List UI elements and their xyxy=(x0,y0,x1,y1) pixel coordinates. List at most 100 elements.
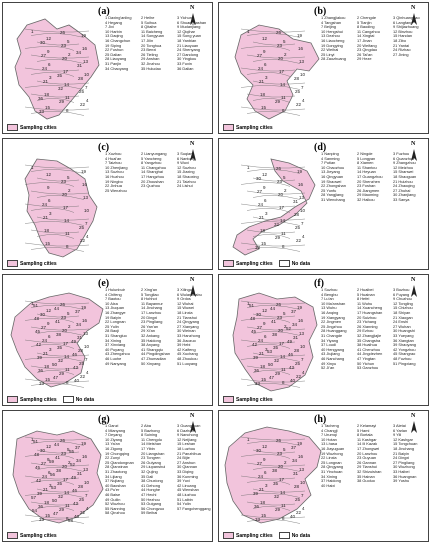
city-number-label: 28 xyxy=(294,212,300,217)
city-list-item: 9 Ordos xyxy=(177,297,191,302)
city-list-item: 25 Wenzhou xyxy=(105,188,127,193)
city-number-label: 1 xyxy=(247,29,250,34)
city-number-label: 4 xyxy=(302,98,305,103)
city-boundary xyxy=(246,305,301,310)
city-list-item: 6 Wulanchabu xyxy=(177,292,202,297)
city-list-item: 53 Ganzhou xyxy=(357,366,379,371)
city-number-label: 26 xyxy=(276,166,282,171)
city-list-item: 2 Lianyungang xyxy=(141,152,167,156)
city-boundary xyxy=(30,519,85,524)
city-list-item: 16 Qingyuan xyxy=(321,174,344,179)
city-list-item: 19 Chongqing xyxy=(105,451,130,456)
city-list-item: 49 Guilin xyxy=(105,497,121,502)
city-number-label: 21 xyxy=(43,79,49,84)
city-list-item: 32 Jinzhou xyxy=(141,61,160,66)
city-list-item: 3 Fuzhou xyxy=(393,152,410,156)
city-number-label: 23 xyxy=(277,43,283,48)
city-list-row: 7 Urumqi 8 Bortala 9 Yili xyxy=(321,433,428,438)
city-number-label: 24 xyxy=(42,338,48,343)
city-boundary xyxy=(30,247,85,252)
city-number-label: 47 xyxy=(53,375,59,380)
city-list-item: 43 Pu'er xyxy=(105,488,120,493)
city-number-label: 32 xyxy=(274,494,280,499)
north-label: N xyxy=(411,277,416,283)
city-list-item: 47 Zhumadian xyxy=(141,356,166,361)
city-number-label: 18 xyxy=(44,228,50,233)
city-list-item: 50 Yichun xyxy=(357,361,375,366)
city-number-label: 8 xyxy=(282,380,285,385)
province-outline xyxy=(24,158,98,258)
city-boundary xyxy=(252,331,301,336)
city-list-item: 47 Yingtan xyxy=(357,356,376,361)
map-panel-2: (b) N 1 2 3 4 5 6 7 8 9 10 11 12 13 14 15 16 17 18 19 20 21 22 2… xyxy=(218,2,429,134)
legend-text: Sampling cities xyxy=(20,260,57,267)
city-number-label: 18 xyxy=(44,500,50,505)
city-list-item: 35 Huludao xyxy=(141,66,161,71)
city-number-label: 34 xyxy=(292,322,298,327)
city-list-item: 19 Baiyin xyxy=(105,315,122,320)
city-number-label: 30 xyxy=(256,176,262,181)
city-number-label: 17 xyxy=(279,341,285,346)
city-number-label: 15 xyxy=(261,513,267,518)
city-list-item: 23 Qingdao xyxy=(357,48,378,53)
city-list-item: 17 Jinan xyxy=(357,38,372,43)
city-number-label: 38 xyxy=(272,468,278,473)
city-list-item: 17 Hangzhou xyxy=(141,174,165,179)
city-list-row: 13 Jieyang 14 Heyuan 15 Shanwei xyxy=(321,170,428,175)
city-number-label: 40 xyxy=(290,514,296,519)
city-boundary xyxy=(246,501,296,506)
city-list-item: 15 Leshan xyxy=(177,442,196,447)
city-boundary xyxy=(240,67,296,72)
legend-item: Sampling cities xyxy=(223,532,273,539)
city-list-row: 46 Nanchang 47 Yingtan 48 Fuzhou xyxy=(321,356,428,362)
city-list-item: 26 Guiyang xyxy=(141,460,161,465)
city-number-label: 23 xyxy=(277,315,283,320)
city-list-item: 28 Liaoyang xyxy=(105,57,127,62)
city-list-item: 18 Shaoxing xyxy=(177,174,199,179)
city-number-label: 53 xyxy=(267,349,273,354)
city-list-item: 22 Zhongshan xyxy=(321,184,346,189)
city-number-label: 52 xyxy=(70,462,76,467)
city-list-item: 25 Longnan xyxy=(321,460,342,465)
city-list-item: 9 Zhangzhou xyxy=(393,161,416,166)
legend-text: No data xyxy=(291,532,311,539)
city-number-label: 34 xyxy=(76,50,82,55)
city-number-label: 7 xyxy=(301,493,304,498)
city-number-label: 44 xyxy=(54,442,60,447)
city-number-label: 15 xyxy=(45,105,51,110)
city-boundary xyxy=(30,54,90,59)
city-number-label: 8 xyxy=(66,108,69,113)
city-boundary xyxy=(24,106,90,111)
city-boundary xyxy=(252,352,306,357)
north-label: N xyxy=(411,413,416,419)
city-number-label: 16 xyxy=(82,46,88,51)
city-number-label: 38 xyxy=(56,468,62,473)
city-number-label: 8 xyxy=(282,244,285,249)
city-number-label: 2 xyxy=(68,52,71,57)
panel-label: (g) xyxy=(98,414,110,425)
city-list-item: 27 Pingliang xyxy=(393,460,415,465)
city-number-label: 27 xyxy=(257,325,263,330)
city-boundary xyxy=(24,378,90,383)
city-number-label: 22 xyxy=(296,510,302,515)
city-number-label: 17 xyxy=(279,69,285,74)
city-list-row: 40 Puyang 41 Shangqiu 42 Kaifeng xyxy=(105,348,212,353)
city-list-item: 7 Baotou xyxy=(105,297,121,302)
city-number-label: 24 xyxy=(258,474,264,479)
city-number-label: 11 xyxy=(281,231,286,236)
city-list-row: 28 Liaoyang 29 Anshan 30 Yingkou xyxy=(105,57,212,62)
city-number-label: 28 xyxy=(78,76,84,81)
city-list-row: 10 Harbin 11 Baicheng 12 Qiqihar xyxy=(105,30,212,35)
city-boundary xyxy=(36,352,90,357)
city-number-label: 21 xyxy=(259,79,265,84)
city-list-item: 4 Bengbu xyxy=(321,292,338,297)
city-list-item: 23 Pingliang xyxy=(141,320,163,325)
city-list-item: 32 Qujing xyxy=(141,469,158,474)
city-number-label: 42 xyxy=(36,342,42,347)
city-list-item: 18 Zibo xyxy=(393,38,406,43)
city-list-item: 26 Gannan xyxy=(357,460,377,465)
city-list-item xyxy=(177,511,212,516)
city-number-label: 46 xyxy=(288,352,294,357)
city-list-item: 8 Yangzhou xyxy=(141,161,162,166)
city-number-label: 5 xyxy=(283,175,286,180)
